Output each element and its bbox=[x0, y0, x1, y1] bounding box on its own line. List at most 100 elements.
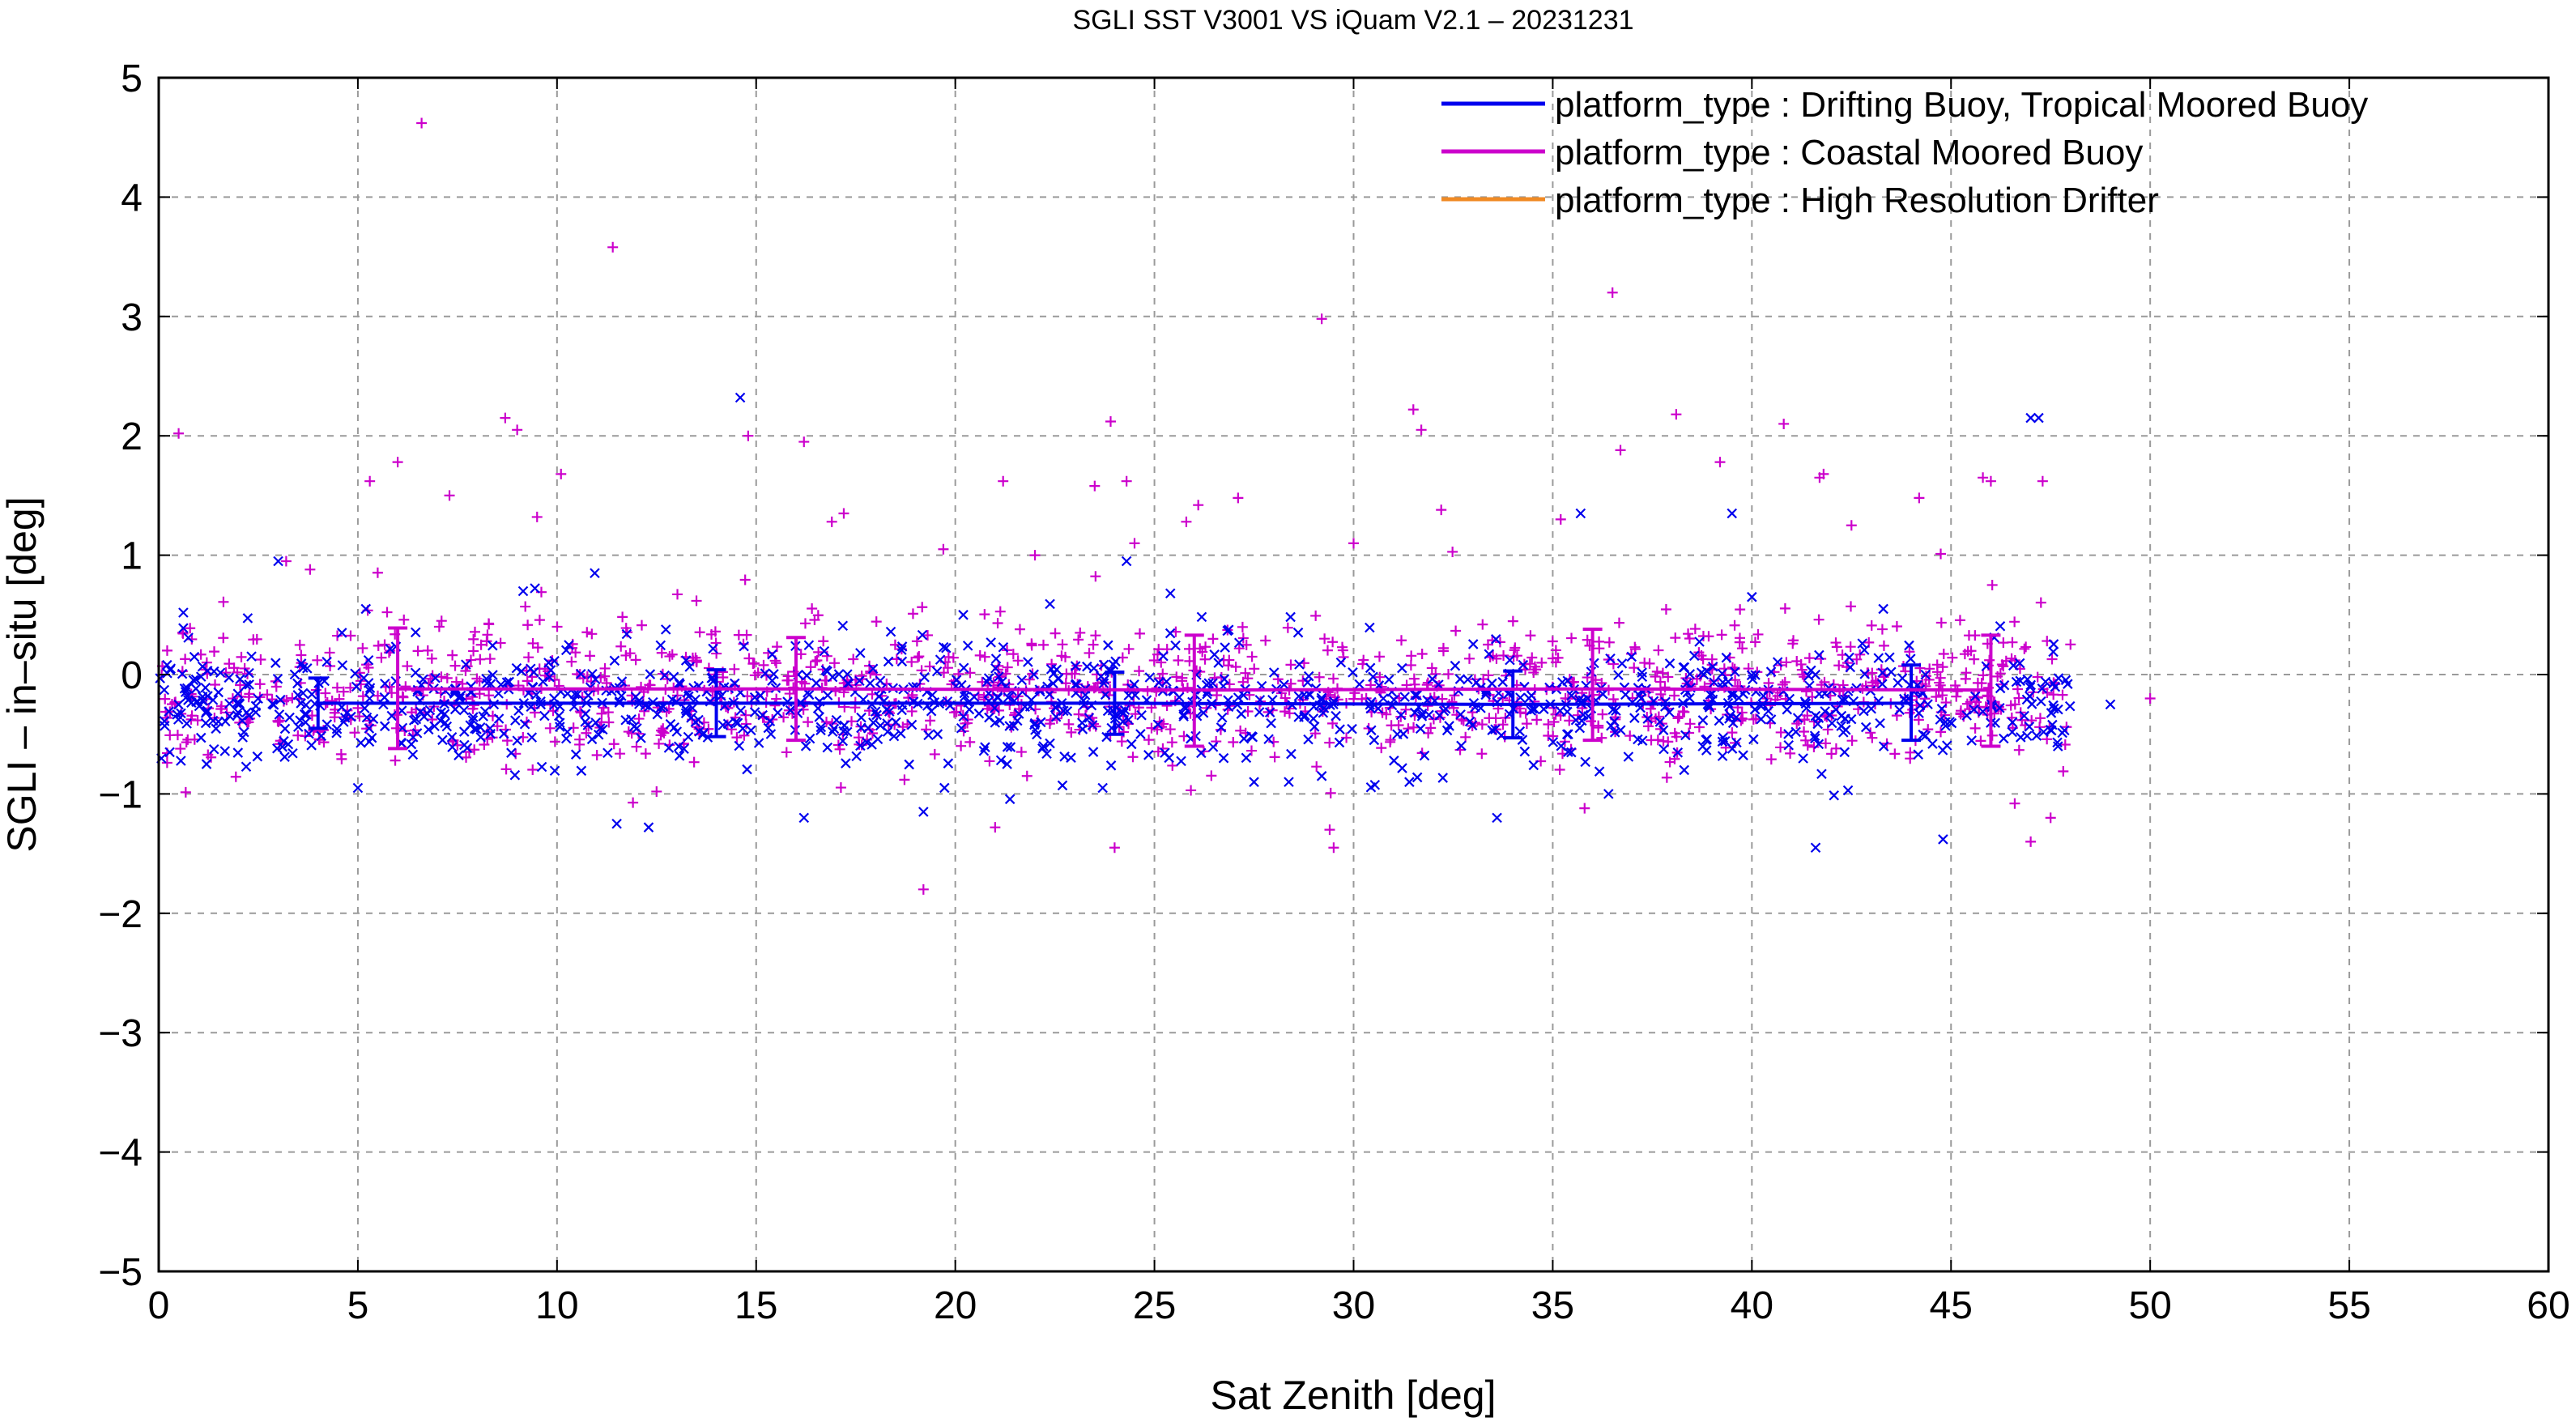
data-point bbox=[1389, 756, 1399, 766]
data-point bbox=[615, 748, 626, 760]
data-point bbox=[2048, 646, 2059, 658]
data-point bbox=[1829, 790, 1840, 801]
data-point bbox=[1651, 666, 1663, 677]
data-point bbox=[329, 712, 340, 723]
data-point bbox=[1857, 638, 1868, 649]
data-point bbox=[1603, 789, 1614, 799]
data-point bbox=[1492, 812, 1502, 824]
data-point bbox=[1756, 713, 1766, 725]
data-point bbox=[1660, 604, 1671, 615]
data-point bbox=[1170, 640, 1181, 651]
data-point bbox=[735, 705, 746, 716]
data-point bbox=[356, 738, 366, 748]
data-point bbox=[1939, 717, 1951, 727]
data-point bbox=[1376, 743, 1387, 754]
data-point bbox=[336, 628, 347, 638]
data-point bbox=[871, 709, 882, 721]
data-point bbox=[1810, 733, 1820, 744]
data-point bbox=[1012, 655, 1024, 666]
data-point bbox=[206, 751, 217, 763]
data-point bbox=[1985, 475, 1996, 487]
data-point bbox=[1550, 645, 1561, 656]
data-point bbox=[1206, 770, 1217, 781]
data-point bbox=[385, 644, 396, 654]
data-point bbox=[250, 700, 262, 712]
data-point bbox=[2052, 737, 2063, 748]
data-point bbox=[248, 634, 259, 645]
data-point bbox=[527, 764, 539, 776]
data-point bbox=[1416, 424, 1427, 436]
data-point bbox=[659, 670, 671, 681]
data-point bbox=[1400, 704, 1411, 715]
data-point bbox=[1266, 717, 1276, 729]
data-point bbox=[386, 710, 398, 722]
data-point bbox=[180, 654, 191, 665]
data-point bbox=[549, 655, 560, 666]
data-point bbox=[487, 732, 498, 743]
data-point bbox=[1763, 678, 1774, 689]
data-point bbox=[1960, 673, 1971, 684]
data-point bbox=[1269, 751, 1280, 763]
data-point bbox=[703, 662, 714, 674]
data-point bbox=[906, 719, 918, 730]
data-point bbox=[749, 692, 760, 703]
data-point bbox=[1460, 731, 1471, 743]
data-point bbox=[1536, 657, 1548, 668]
data-point bbox=[1813, 614, 1824, 625]
data-point bbox=[1611, 705, 1621, 716]
data-point bbox=[1088, 747, 1099, 757]
data-point bbox=[769, 669, 779, 679]
data-point bbox=[973, 708, 985, 719]
data-point bbox=[234, 698, 245, 709]
data-point bbox=[748, 658, 760, 669]
data-point bbox=[447, 649, 458, 661]
data-point bbox=[1450, 625, 1462, 636]
x-tick-label: 45 bbox=[1930, 1284, 1973, 1327]
data-point bbox=[2057, 727, 2067, 739]
data-point bbox=[2009, 798, 2020, 809]
data-point bbox=[1646, 734, 1657, 746]
data-point bbox=[1986, 579, 1998, 590]
data-point bbox=[1411, 772, 1423, 783]
data-point bbox=[1526, 705, 1537, 716]
data-point bbox=[1803, 671, 1814, 681]
data-point bbox=[1763, 705, 1773, 717]
x-axis-label: Sat Zenith [deg] bbox=[1210, 1373, 1496, 1418]
data-point bbox=[1416, 708, 1428, 719]
data-point bbox=[1701, 734, 1711, 745]
data-point bbox=[332, 630, 343, 641]
data-point bbox=[765, 729, 777, 739]
data-point bbox=[178, 623, 189, 633]
data-point bbox=[749, 670, 760, 681]
data-point bbox=[1463, 653, 1475, 664]
data-point bbox=[1814, 649, 1824, 661]
data-point bbox=[252, 751, 263, 762]
data-point bbox=[1893, 677, 1903, 688]
data-point bbox=[218, 596, 229, 607]
data-point bbox=[666, 649, 678, 660]
data-point bbox=[219, 746, 231, 756]
data-point bbox=[584, 650, 595, 662]
data-point bbox=[1664, 658, 1675, 669]
data-point bbox=[888, 730, 900, 742]
data-point bbox=[837, 735, 849, 747]
data-point bbox=[1135, 729, 1146, 739]
data-point bbox=[232, 747, 244, 758]
data-point bbox=[837, 620, 849, 632]
data-point bbox=[621, 628, 632, 640]
data-point bbox=[1441, 704, 1451, 714]
data-point bbox=[1657, 667, 1668, 679]
data-point bbox=[1249, 663, 1260, 675]
data-point bbox=[848, 654, 859, 665]
data-point bbox=[798, 812, 810, 824]
y-tick-label: 4 bbox=[121, 177, 143, 219]
data-point bbox=[1914, 492, 1925, 504]
x-tick-label: 60 bbox=[2527, 1284, 2570, 1327]
data-point bbox=[2031, 730, 2042, 741]
data-point bbox=[407, 749, 419, 760]
data-point bbox=[998, 641, 1009, 653]
data-point bbox=[1684, 692, 1695, 704]
data-point bbox=[842, 669, 853, 679]
data-point bbox=[1566, 632, 1578, 644]
data-point bbox=[304, 728, 314, 739]
